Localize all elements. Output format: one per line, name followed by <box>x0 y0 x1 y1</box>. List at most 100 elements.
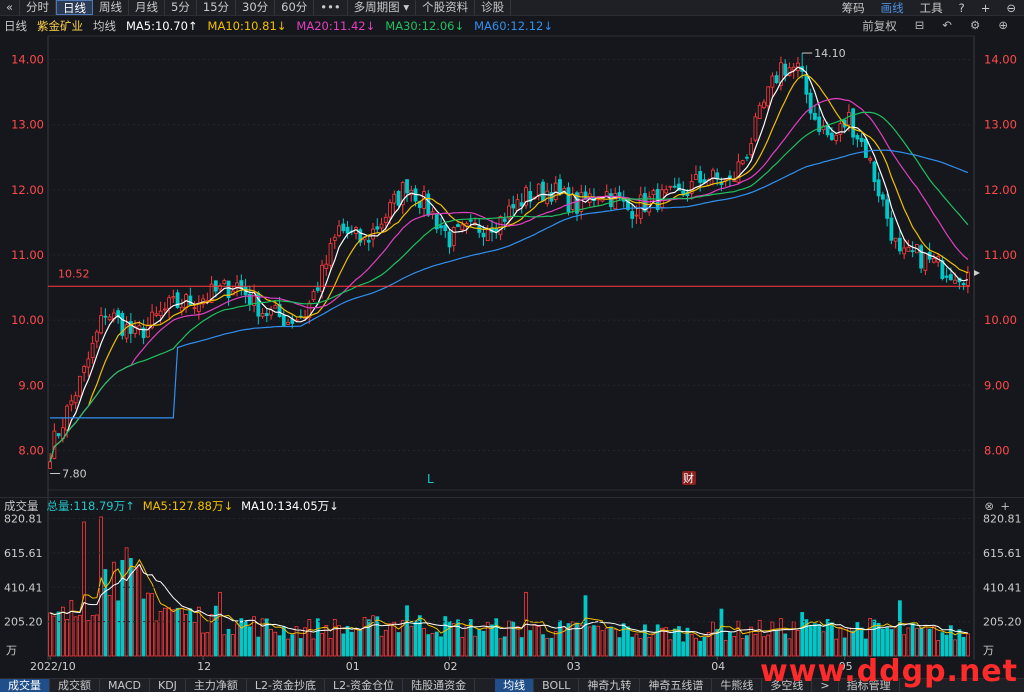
volume-bar <box>685 627 690 657</box>
volume-bar <box>396 632 401 657</box>
candle-body <box>422 191 426 209</box>
period-tab-5min[interactable]: 5分 <box>165 0 197 15</box>
volume-bar <box>587 626 592 657</box>
candle-body <box>876 179 881 197</box>
candle <box>859 131 864 147</box>
period-tab-30min[interactable]: 30分 <box>236 0 276 15</box>
tools-button[interactable]: 工具 <box>919 1 943 15</box>
help-icon[interactable]: ? <box>958 1 965 15</box>
gear-icon[interactable]: ⚙ <box>970 18 981 32</box>
candle <box>273 300 278 309</box>
tab-long-short[interactable]: 多空线 <box>762 679 813 692</box>
candle-body <box>847 112 851 126</box>
candle-body <box>213 280 218 292</box>
candle <box>366 237 371 251</box>
back-button[interactable]: « <box>0 0 21 15</box>
candle-body <box>936 256 941 263</box>
tab-td9[interactable]: 神奇九转 <box>579 679 641 692</box>
avg-line-label[interactable]: 均线 <box>93 19 116 33</box>
candle-body <box>162 308 167 311</box>
x-tick-label: 03 <box>567 660 581 673</box>
candle-body <box>706 179 711 186</box>
volume-unit-left: 万 <box>6 644 17 657</box>
tab-more[interactable]: > <box>812 679 839 692</box>
volume-bar <box>179 607 184 657</box>
volume-bar <box>56 611 61 657</box>
collapse-icon[interactable]: ⊟ <box>914 18 925 32</box>
period-tab-60min[interactable]: 60分 <box>275 0 315 15</box>
candle <box>715 168 720 186</box>
draw-line-button[interactable]: 画线 <box>880 1 904 15</box>
period-tab-daily[interactable]: 日线 <box>56 0 94 15</box>
candle <box>558 174 562 196</box>
period-tab-weekly[interactable]: 周线 <box>93 0 130 15</box>
tab-l2-bottom[interactable]: L2-资金抄底 <box>247 679 326 692</box>
tab-indicator-manage[interactable]: 指标管理 <box>839 679 900 692</box>
volume-bar <box>141 598 146 657</box>
ma60-value: MA60:12.12↓ <box>474 19 553 33</box>
candle-body <box>473 222 477 226</box>
volume-bar <box>235 623 239 657</box>
candle-body <box>575 192 579 214</box>
minus-circle-icon[interactable]: ⊖ <box>1006 1 1016 15</box>
tab-turnover[interactable]: 成交额 <box>50 679 100 692</box>
candle <box>184 292 188 313</box>
add-icon[interactable]: + <box>980 1 991 15</box>
diagnose-button[interactable]: 诊股 <box>475 0 512 15</box>
tab-bull-bear[interactable]: 牛熊线 <box>712 679 763 692</box>
tab-main-net[interactable]: 主力净额 <box>186 679 247 692</box>
add-indicator-icon[interactable]: + <box>1000 499 1010 513</box>
zoom-in-icon[interactable]: ⊕ <box>998 18 1008 32</box>
candle <box>315 281 320 293</box>
period-tab-15min[interactable]: 15分 <box>197 0 237 15</box>
candle-body <box>774 75 779 84</box>
candle <box>498 215 503 241</box>
candle <box>434 212 439 234</box>
volume-bar <box>562 626 567 657</box>
candle-body <box>643 193 647 212</box>
candle <box>277 296 282 318</box>
candle <box>736 153 741 185</box>
adjust-dropdown[interactable]: 前复权 <box>862 19 897 33</box>
chips-button[interactable]: 筹码 <box>841 1 865 15</box>
candle-body <box>957 277 962 283</box>
candle <box>604 184 609 197</box>
tab-macd[interactable]: MACD <box>100 679 150 692</box>
volume-bar <box>821 631 826 657</box>
tab-five-lines[interactable]: 神奇五线谱 <box>640 679 713 692</box>
candle-body <box>953 279 958 284</box>
volume-bar <box>400 620 405 657</box>
candle <box>464 221 469 234</box>
volume-bar <box>413 620 418 657</box>
multi-period-dropdown[interactable]: 多周期图 ▾ <box>348 0 417 15</box>
more-periods-button[interactable]: ••• <box>314 0 348 15</box>
tab-volume[interactable]: 成交量 <box>0 679 50 692</box>
candle-body <box>116 310 120 318</box>
tab-ma[interactable]: 均线 <box>495 679 535 692</box>
period-tab-intraday[interactable]: 分时 <box>20 0 57 15</box>
tab-northbound[interactable]: 陆股通资金 <box>403 679 476 692</box>
candle-body <box>919 245 924 269</box>
tab-boll[interactable]: BOLL <box>534 679 580 692</box>
candle <box>196 295 201 320</box>
candle <box>379 217 384 232</box>
volume-bar <box>73 616 78 657</box>
tab-l2-position[interactable]: L2-资金仓位 <box>325 679 404 692</box>
close-icon[interactable]: ⊗ <box>984 499 994 513</box>
volume-bar <box>60 606 65 657</box>
volume-bar <box>405 605 409 657</box>
volume-bar <box>541 634 545 657</box>
undo-icon[interactable]: ↶ <box>942 18 953 32</box>
tab-kdj[interactable]: KDJ <box>150 679 186 692</box>
candle <box>647 191 652 217</box>
volume-bar <box>808 625 813 657</box>
candle-body <box>434 213 439 230</box>
marker-l: L <box>427 472 434 486</box>
stock-info-button[interactable]: 个股资料 <box>416 0 476 15</box>
candle <box>532 196 537 200</box>
candle <box>111 308 116 323</box>
candle <box>927 242 932 263</box>
volume-title[interactable]: 成交量 <box>4 499 39 513</box>
period-tab-monthly[interactable]: 月线 <box>129 0 166 15</box>
